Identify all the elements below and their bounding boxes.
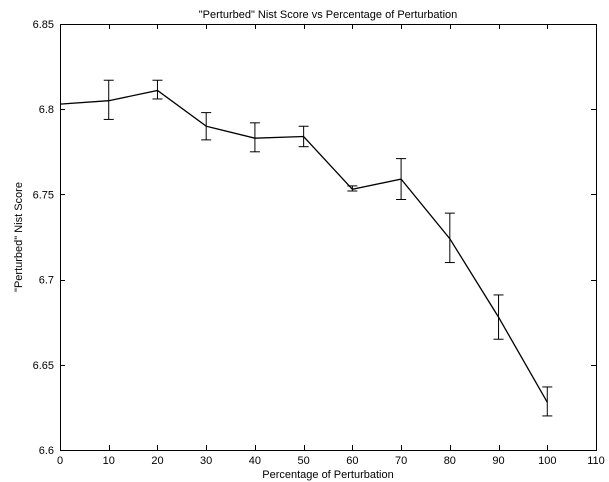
x-tick-label: 70	[395, 455, 407, 467]
x-tick-label: 20	[151, 455, 163, 467]
series-layer	[59, 79, 553, 417]
y-tick-label: 6.65	[33, 360, 54, 372]
plot-frame	[60, 24, 597, 451]
x-tick-label: 60	[346, 455, 358, 467]
x-tick-label: 80	[444, 455, 456, 467]
chart-title: "Perturbed" Nist Score vs Percentage of …	[199, 9, 458, 21]
x-tick-label: 50	[298, 455, 310, 467]
y-tick-label: 6.6	[39, 445, 54, 457]
y-tick-label: 6.8	[39, 104, 54, 116]
x-tick-label: 40	[249, 455, 261, 467]
x-axis-title: Percentage of Perturbation	[262, 469, 393, 481]
y-tick-label: 6.85	[33, 19, 54, 31]
x-tick-label: 10	[103, 455, 115, 467]
y-tick-label: 6.75	[33, 189, 54, 201]
y-tick-label: 6.7	[39, 275, 54, 287]
x-tick-label: 30	[200, 455, 212, 467]
x-tick-label: 90	[492, 455, 504, 467]
axis-ticks: 0 10 20 30 40 50 60 70 80 90 100 110 6.6 6.65 6.7 6.75 6…	[33, 19, 605, 467]
x-tick-label: 100	[538, 455, 556, 467]
y-axis-title: "Perturbed" Nist Score	[13, 182, 25, 292]
x-tick-label: 0	[57, 455, 63, 467]
x-tick-label: 110	[587, 455, 605, 467]
